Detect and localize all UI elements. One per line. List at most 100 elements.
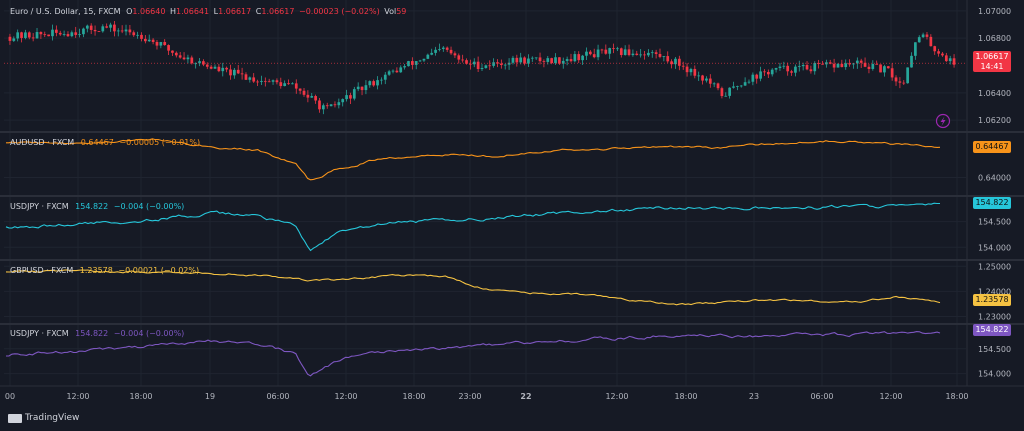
candle-body xyxy=(685,66,689,73)
candle-body xyxy=(527,58,530,64)
candle-body xyxy=(817,63,820,64)
candle-body xyxy=(813,63,817,72)
candle-body xyxy=(732,86,735,88)
price-tick-label: 1.23000 xyxy=(978,312,1011,321)
candle-body xyxy=(728,87,731,96)
candle-body xyxy=(910,55,913,68)
candle-body xyxy=(422,58,426,61)
change-value: −0.00023 (−0.02%) xyxy=(299,7,380,16)
candle-body xyxy=(85,25,89,29)
candle-body xyxy=(921,34,925,38)
candle-body xyxy=(751,74,755,82)
candle-body xyxy=(794,66,797,73)
candle-body xyxy=(399,67,403,73)
candle-body xyxy=(890,68,894,78)
symbol-title[interactable]: Euro / U.S. Dollar, 15, FXCM xyxy=(10,7,121,16)
candle-body xyxy=(167,45,170,51)
pane-title[interactable]: USDJPY · FXCM xyxy=(10,202,69,211)
candle-body xyxy=(596,49,600,58)
time-tick-label: 23:00 xyxy=(458,392,481,401)
candle-body xyxy=(144,38,147,42)
candle-body xyxy=(74,32,78,35)
candle-body xyxy=(480,67,484,69)
candle-body xyxy=(472,61,476,65)
candle-body xyxy=(89,25,93,30)
lightning-icon[interactable] xyxy=(935,113,951,129)
candle-body xyxy=(588,51,592,55)
candle-body xyxy=(859,60,863,63)
candle-body xyxy=(414,61,418,65)
candle-body xyxy=(465,60,468,64)
candle-body xyxy=(256,81,259,83)
candle-body xyxy=(604,49,608,54)
candle-body xyxy=(925,34,929,37)
candle-body xyxy=(689,68,693,73)
candle-body xyxy=(786,65,790,72)
candle-body xyxy=(20,32,23,38)
candle-body xyxy=(515,57,519,63)
high-value: 1.06641 xyxy=(176,7,210,16)
candle-body xyxy=(538,57,542,62)
time-tick-label: 06:00 xyxy=(266,392,289,401)
candle-body xyxy=(902,82,906,84)
candle-body xyxy=(739,85,743,87)
candle-body xyxy=(345,95,348,100)
candle-body xyxy=(136,34,139,36)
main-candles xyxy=(4,20,966,115)
candle-body xyxy=(58,32,62,35)
candle-body xyxy=(310,96,314,98)
candle-body xyxy=(736,86,739,87)
brand-name: TradingView xyxy=(25,413,80,423)
candle-body xyxy=(832,63,836,68)
last-price-tag: 1.06617 14:41 xyxy=(973,51,1011,72)
time-tick-label: 06:00 xyxy=(810,392,833,401)
high-label: H xyxy=(170,7,177,16)
candle-body xyxy=(182,57,186,60)
candle-body xyxy=(43,34,47,36)
pane-title[interactable]: AUDUSD · FXCM xyxy=(10,138,75,147)
candle-body xyxy=(585,51,588,56)
candle-body xyxy=(368,81,372,86)
candle-body xyxy=(484,65,488,68)
candle-body xyxy=(933,46,937,52)
price-tick-label: 1.24000 xyxy=(978,287,1011,296)
candle-body xyxy=(507,62,511,65)
candle-body xyxy=(554,57,557,64)
candle-body xyxy=(654,52,658,54)
candle-body xyxy=(809,69,813,72)
candle-body xyxy=(716,83,720,89)
candle-body xyxy=(453,53,457,56)
pane-title[interactable]: GBPUSD · FXCM xyxy=(10,266,74,275)
candle-body xyxy=(677,58,681,66)
candle-body xyxy=(569,59,573,62)
candle-body xyxy=(202,61,205,65)
candle-body xyxy=(790,71,793,73)
candle-body xyxy=(116,30,120,32)
candle-body xyxy=(797,66,801,67)
candle-body xyxy=(469,63,472,65)
candle-body xyxy=(627,49,631,56)
vol-value: 59 xyxy=(396,7,407,16)
candle-body xyxy=(383,74,387,80)
candle-body xyxy=(140,34,143,39)
pane-title[interactable]: USDJPY · FXCM xyxy=(10,329,69,338)
candle-body xyxy=(496,62,499,64)
candle-body xyxy=(499,63,503,66)
candle-body xyxy=(325,105,329,107)
candle-body xyxy=(511,57,515,63)
time-tick-label: 12:00 xyxy=(879,392,902,401)
candle-body xyxy=(530,57,534,59)
candle-body xyxy=(658,53,662,57)
price-tick-label: 154.500 xyxy=(978,345,1011,354)
tradingview-logo[interactable]: TradingView xyxy=(8,413,79,423)
candle-body xyxy=(639,54,642,56)
bar-countdown: 14:41 xyxy=(980,62,1004,71)
time-tick-label: 18:00 xyxy=(402,392,425,401)
candle-body xyxy=(337,102,341,106)
candle-body xyxy=(217,66,221,72)
candle-body xyxy=(708,78,712,84)
pane-change: −0.00021 (−0.02%) xyxy=(118,266,200,275)
close-label: C xyxy=(255,7,262,16)
candle-body xyxy=(755,74,759,79)
